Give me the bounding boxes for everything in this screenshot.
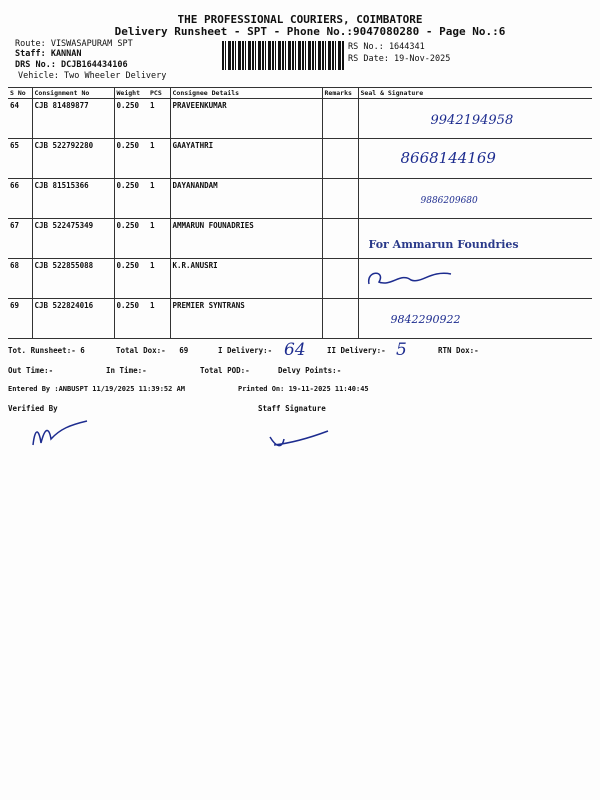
table-row: 67 CJB 522475349 0.250 1 AMMARUN FOUNADRIES F… (8, 218, 592, 259)
weight: 0.250 (113, 258, 148, 299)
vehicle: Vehicle: Two Wheeler Delivery (18, 71, 167, 81)
weight: 0.250 (113, 138, 148, 179)
table-header: S No Consignment No Weight PCS Consignee… (8, 87, 592, 99)
weight: 0.250 (113, 298, 148, 339)
sno: 66 (8, 178, 32, 219)
total-dox: Total Dox:- 69 (116, 346, 189, 355)
staff: Staff: KANNAN (15, 49, 82, 59)
pcs: 1 (148, 138, 170, 179)
sno: 64 (8, 98, 32, 139)
rs-no: RS No.: 1644341 (348, 42, 425, 52)
consignee: PREMIER SYNTRANS (169, 298, 322, 339)
remarks (321, 138, 358, 179)
seal-signature: 8668144169 (357, 138, 592, 179)
consignee: AMMARUN FOUNADRIES (169, 218, 322, 259)
remarks (321, 218, 358, 259)
table-row: 65 CJB 522792280 0.250 1 GAAYATHRI 8668144169 (8, 138, 592, 179)
consignment-no: CJB 522792280 (31, 138, 114, 179)
barcode (222, 41, 344, 70)
pcs: 1 (148, 298, 170, 339)
route: Route: VISWASAPURAM SPT (15, 39, 133, 49)
signature-scribble (367, 272, 451, 285)
consignee: K.R.ANUSRI (169, 258, 322, 299)
consignee: PRAVEENKUMAR (169, 98, 322, 139)
entered-by: Entered By :ANBUSPT 11/19/2025 11:39:52 … (8, 385, 186, 393)
sno: 68 (8, 258, 32, 299)
table-row: 64 CJB 81489877 0.250 1 PRAVEENKUMAR 99421949… (8, 98, 592, 139)
weight: 0.250 (113, 218, 148, 259)
table-row: 69 CJB 522824016 0.250 1 PREMIER SYNTRANS 984… (8, 298, 592, 339)
sno: 69 (8, 298, 32, 339)
table-row: 68 CJB 522855088 0.250 1 K.R.ANUSRI (8, 258, 592, 299)
seal-signature: 9942194958 (357, 98, 592, 139)
consignee: DAYANANDAM (169, 178, 322, 219)
i-delivery-value: 64 (284, 340, 306, 360)
ii-delivery-value: 5 (396, 340, 407, 360)
col-consignment: Consignment No (31, 87, 114, 99)
pcs: 1 (148, 98, 170, 139)
i-delivery: I Delivery:- (218, 346, 273, 355)
seal-signature: 9886209680 (357, 178, 592, 219)
pcs: 1 (148, 258, 170, 299)
verifier-signature (32, 420, 88, 446)
weight: 0.250 (113, 178, 148, 219)
total-pod: Total POD:- (200, 366, 250, 375)
drs-no: DRS No.: DCJB164434106 (15, 60, 128, 70)
col-sno: S No (8, 87, 32, 99)
verified-by: Verified By (8, 404, 58, 413)
consignment-no: CJB 81515366 (31, 178, 114, 219)
pcs: 1 (148, 218, 170, 259)
handwritten-phone: 9942194958 (430, 113, 514, 128)
table-row: 66 CJB 81515366 0.250 1 DAYANANDAM 9886209680 (8, 178, 592, 219)
handwritten-phone: 8668144169 (400, 149, 496, 167)
consignee: GAAYATHRI (169, 138, 322, 179)
handwritten-phone: 9842290922 (390, 313, 461, 326)
consignment-no: CJB 522824016 (31, 298, 114, 339)
staff-signature-label: Staff Signature (258, 404, 326, 413)
rs-date: RS Date: 19-Nov-2025 (348, 54, 451, 64)
handwritten-phone: 9886209680 (420, 196, 478, 206)
consignment-no: CJB 522855088 (31, 258, 114, 299)
rtn-dox: RTN Dox:- (438, 346, 479, 355)
seal-signature: 9842290922 (357, 298, 592, 339)
runsheet-subtitle: Delivery Runsheet - SPT - Phone No.:9047… (114, 25, 506, 38)
col-weight: Weight (113, 87, 148, 99)
in-time: In Time:- (106, 366, 147, 375)
tot-runsheet: Tot. Runsheet:- 6 (8, 346, 85, 355)
col-consignee: Consignee Details (169, 87, 322, 99)
weight: 0.250 (113, 98, 148, 139)
remarks (321, 98, 358, 139)
company-title: THE PROFESSIONAL COURIERS, COIMBATORE (177, 13, 423, 26)
seal-signature (357, 258, 592, 299)
runsheet-table: S No Consignment No Weight PCS Consignee… (8, 87, 592, 339)
ii-delivery: II Delivery:- (327, 346, 386, 355)
pcs: 1 (148, 178, 170, 219)
consignment-no: CJB 522475349 (31, 218, 114, 259)
staff-signature (269, 430, 329, 447)
remarks (321, 258, 358, 299)
delvy-points: Delvy Points:- (278, 366, 342, 375)
col-seal: Seal & Signature (357, 87, 592, 99)
remarks (321, 298, 358, 339)
seal-signature: For Ammarun Foundries (357, 218, 592, 259)
col-remarks: Remarks (321, 87, 358, 99)
remarks (321, 178, 358, 219)
sno: 65 (8, 138, 32, 179)
company-stamp: For Ammarun Foundries (368, 238, 519, 251)
printed-on: Printed On: 19-11-2025 11:40:45 (238, 385, 369, 393)
consignment-no: CJB 81489877 (31, 98, 114, 139)
out-time: Out Time:- (8, 366, 54, 375)
sno: 67 (8, 218, 32, 259)
col-pcs: PCS (148, 87, 170, 99)
